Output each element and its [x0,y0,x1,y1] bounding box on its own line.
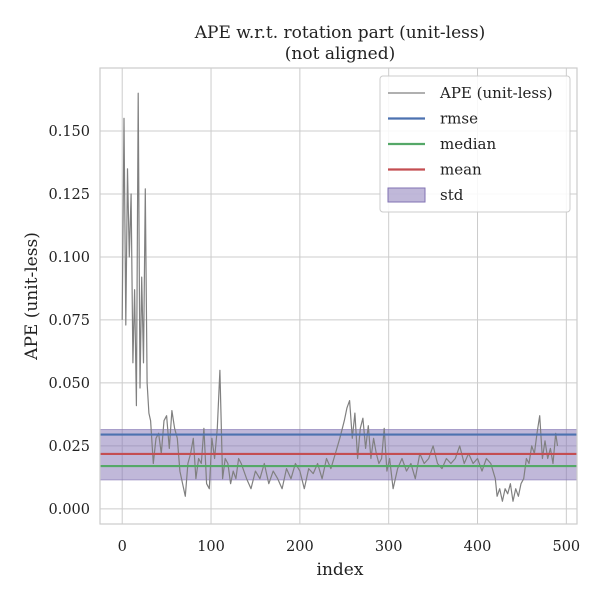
legend: APE (unit-less) rmse median mean std [379,75,571,213]
legend-box [379,75,571,213]
y-axis-label: APE (unit-less) [22,232,42,361]
legend-label: median [440,135,496,153]
y-tick-label: 0.025 [48,439,90,455]
x-tick-label: 0 [118,539,127,555]
y-tick-label: 0.100 [48,250,90,266]
plot-frame [99,67,578,525]
ape-series-line [121,92,559,502]
y-tick-label: 0.075 [48,313,90,329]
y-tick-label: 0.125 [48,187,90,203]
x-tick-label: 300 [375,539,403,555]
legend-label: mean [440,161,482,179]
x-tick-label: 200 [286,539,314,555]
legend-label: APE (unit-less) [439,84,553,102]
chart-title-line-2: (not aligned) [285,44,395,64]
tick-labels: 0 100 200 300 400 500 0.000 0.025 0.050 0.075 0.10… [48,124,580,555]
y-tick-label: 0.050 [48,376,90,392]
legend-label: std [440,186,464,204]
y-tick-label: 0.150 [48,124,90,140]
legend-swatch-std [387,187,426,203]
series-layer [121,92,559,502]
x-tick-label: 400 [464,539,492,555]
x-tick-label: 100 [197,539,225,555]
x-tick-label: 500 [552,539,580,555]
y-tick-label: 0.000 [48,502,90,518]
x-axis-label: index [317,560,364,580]
chart-title-line-1: APE w.r.t. rotation part (unit-less) [194,23,485,43]
legend-label: rmse [440,110,478,128]
stat-lines-layer [100,433,577,468]
